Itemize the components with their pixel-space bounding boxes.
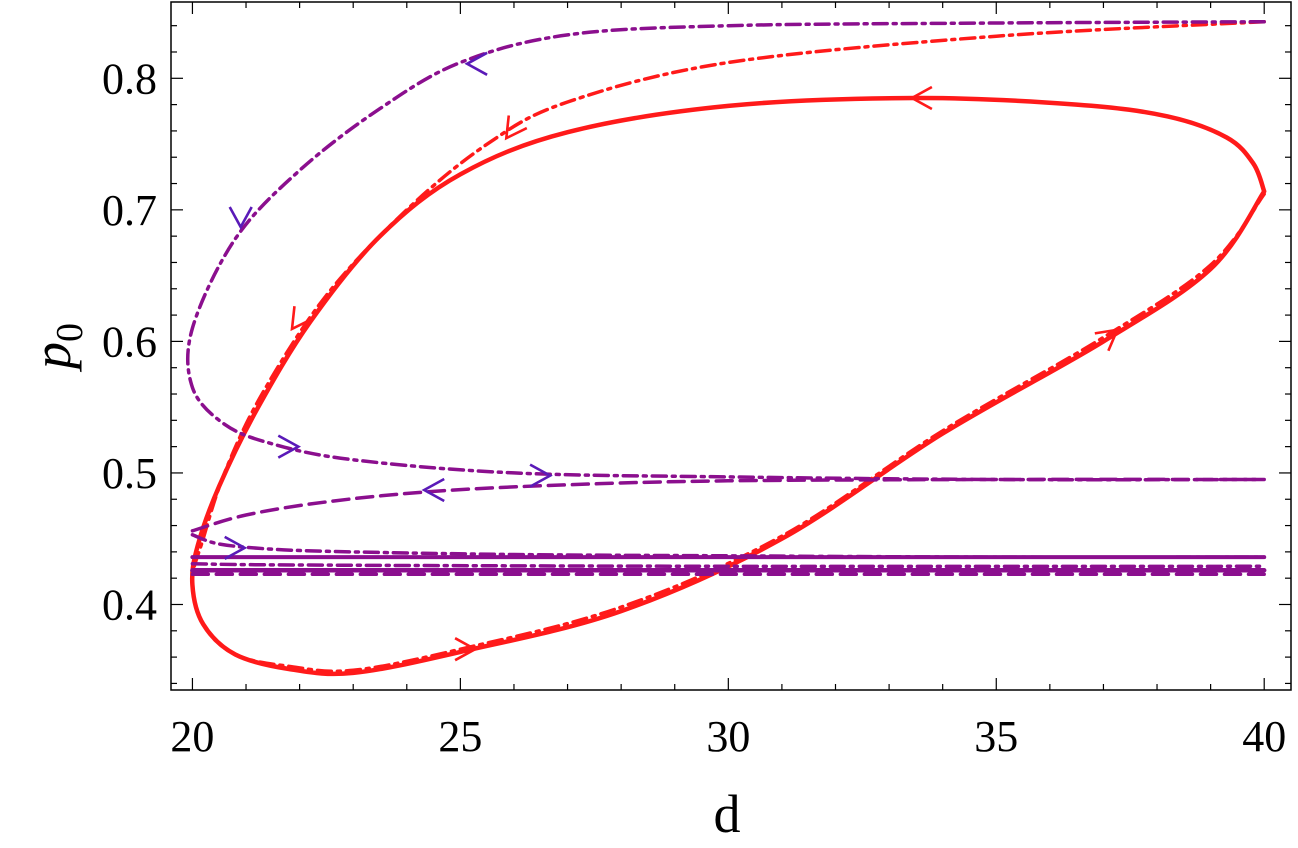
- direction-arrow-icon: [277, 434, 301, 459]
- trajectory-6-dashdot: [190, 561, 1266, 569]
- direction-arrow-icon: [421, 477, 445, 503]
- arrow-chevron: [504, 115, 528, 141]
- svg-text:p0: p0: [22, 323, 91, 373]
- axis-ticks: [171, 2, 1291, 690]
- arrow-chevron: [529, 463, 553, 488]
- x-tick-label: 30: [706, 712, 750, 761]
- trajectory-1-dashdot: [190, 19, 1266, 673]
- x-tick-label: 35: [974, 712, 1018, 761]
- y-axis-title-main: p: [22, 342, 82, 373]
- arrow-chevron: [224, 535, 248, 561]
- direction-arrow-icon: [224, 535, 248, 561]
- arrow-chevron: [277, 434, 301, 459]
- x-tick-label: 25: [438, 712, 482, 761]
- y-tick-label: 0.4: [102, 580, 157, 629]
- arrow-layer: [224, 51, 1120, 662]
- direction-arrow-icon: [464, 51, 488, 76]
- x-tick-label: 40: [1242, 712, 1286, 761]
- arrow-chevron: [421, 477, 445, 503]
- x-tick-label: 20: [170, 712, 214, 761]
- x-axis-title: d: [714, 784, 741, 844]
- direction-arrow-icon: [228, 206, 253, 230]
- y-axis-title-sub: 0: [49, 323, 91, 342]
- series-layer: [186, 19, 1267, 677]
- arrow-chevron: [464, 51, 488, 76]
- y-axis-title: p0: [22, 323, 91, 373]
- arrow-chevron: [1094, 328, 1120, 352]
- direction-arrow-icon: [529, 463, 553, 488]
- trajectory-4-dashdot: [190, 533, 1266, 559]
- direction-arrow-icon: [909, 85, 933, 111]
- direction-arrow-icon: [1094, 328, 1120, 352]
- trajectory-3-dashed: [190, 477, 1266, 533]
- arrow-chevron: [228, 206, 253, 230]
- trajectory-2-dashdot: [186, 19, 1266, 482]
- tick-labels: 20 25 30 35 40 0.4 0.5 0.6 0.7 0.8: [102, 54, 1286, 761]
- y-tick-label: 0.7: [102, 186, 157, 235]
- direction-arrow-icon: [454, 637, 478, 662]
- arrow-chevron: [909, 85, 933, 111]
- plot-frame: [170, 1, 1292, 691]
- y-tick-label: 0.8: [102, 54, 157, 103]
- arrow-chevron: [454, 637, 478, 662]
- y-tick-label: 0.6: [102, 317, 157, 366]
- direction-arrow-icon: [504, 115, 528, 141]
- y-tick-label: 0.5: [102, 449, 157, 498]
- arrow-chevron: [290, 306, 314, 332]
- trajectory-0-solid: [189, 95, 1267, 677]
- direction-arrow-icon: [290, 306, 314, 332]
